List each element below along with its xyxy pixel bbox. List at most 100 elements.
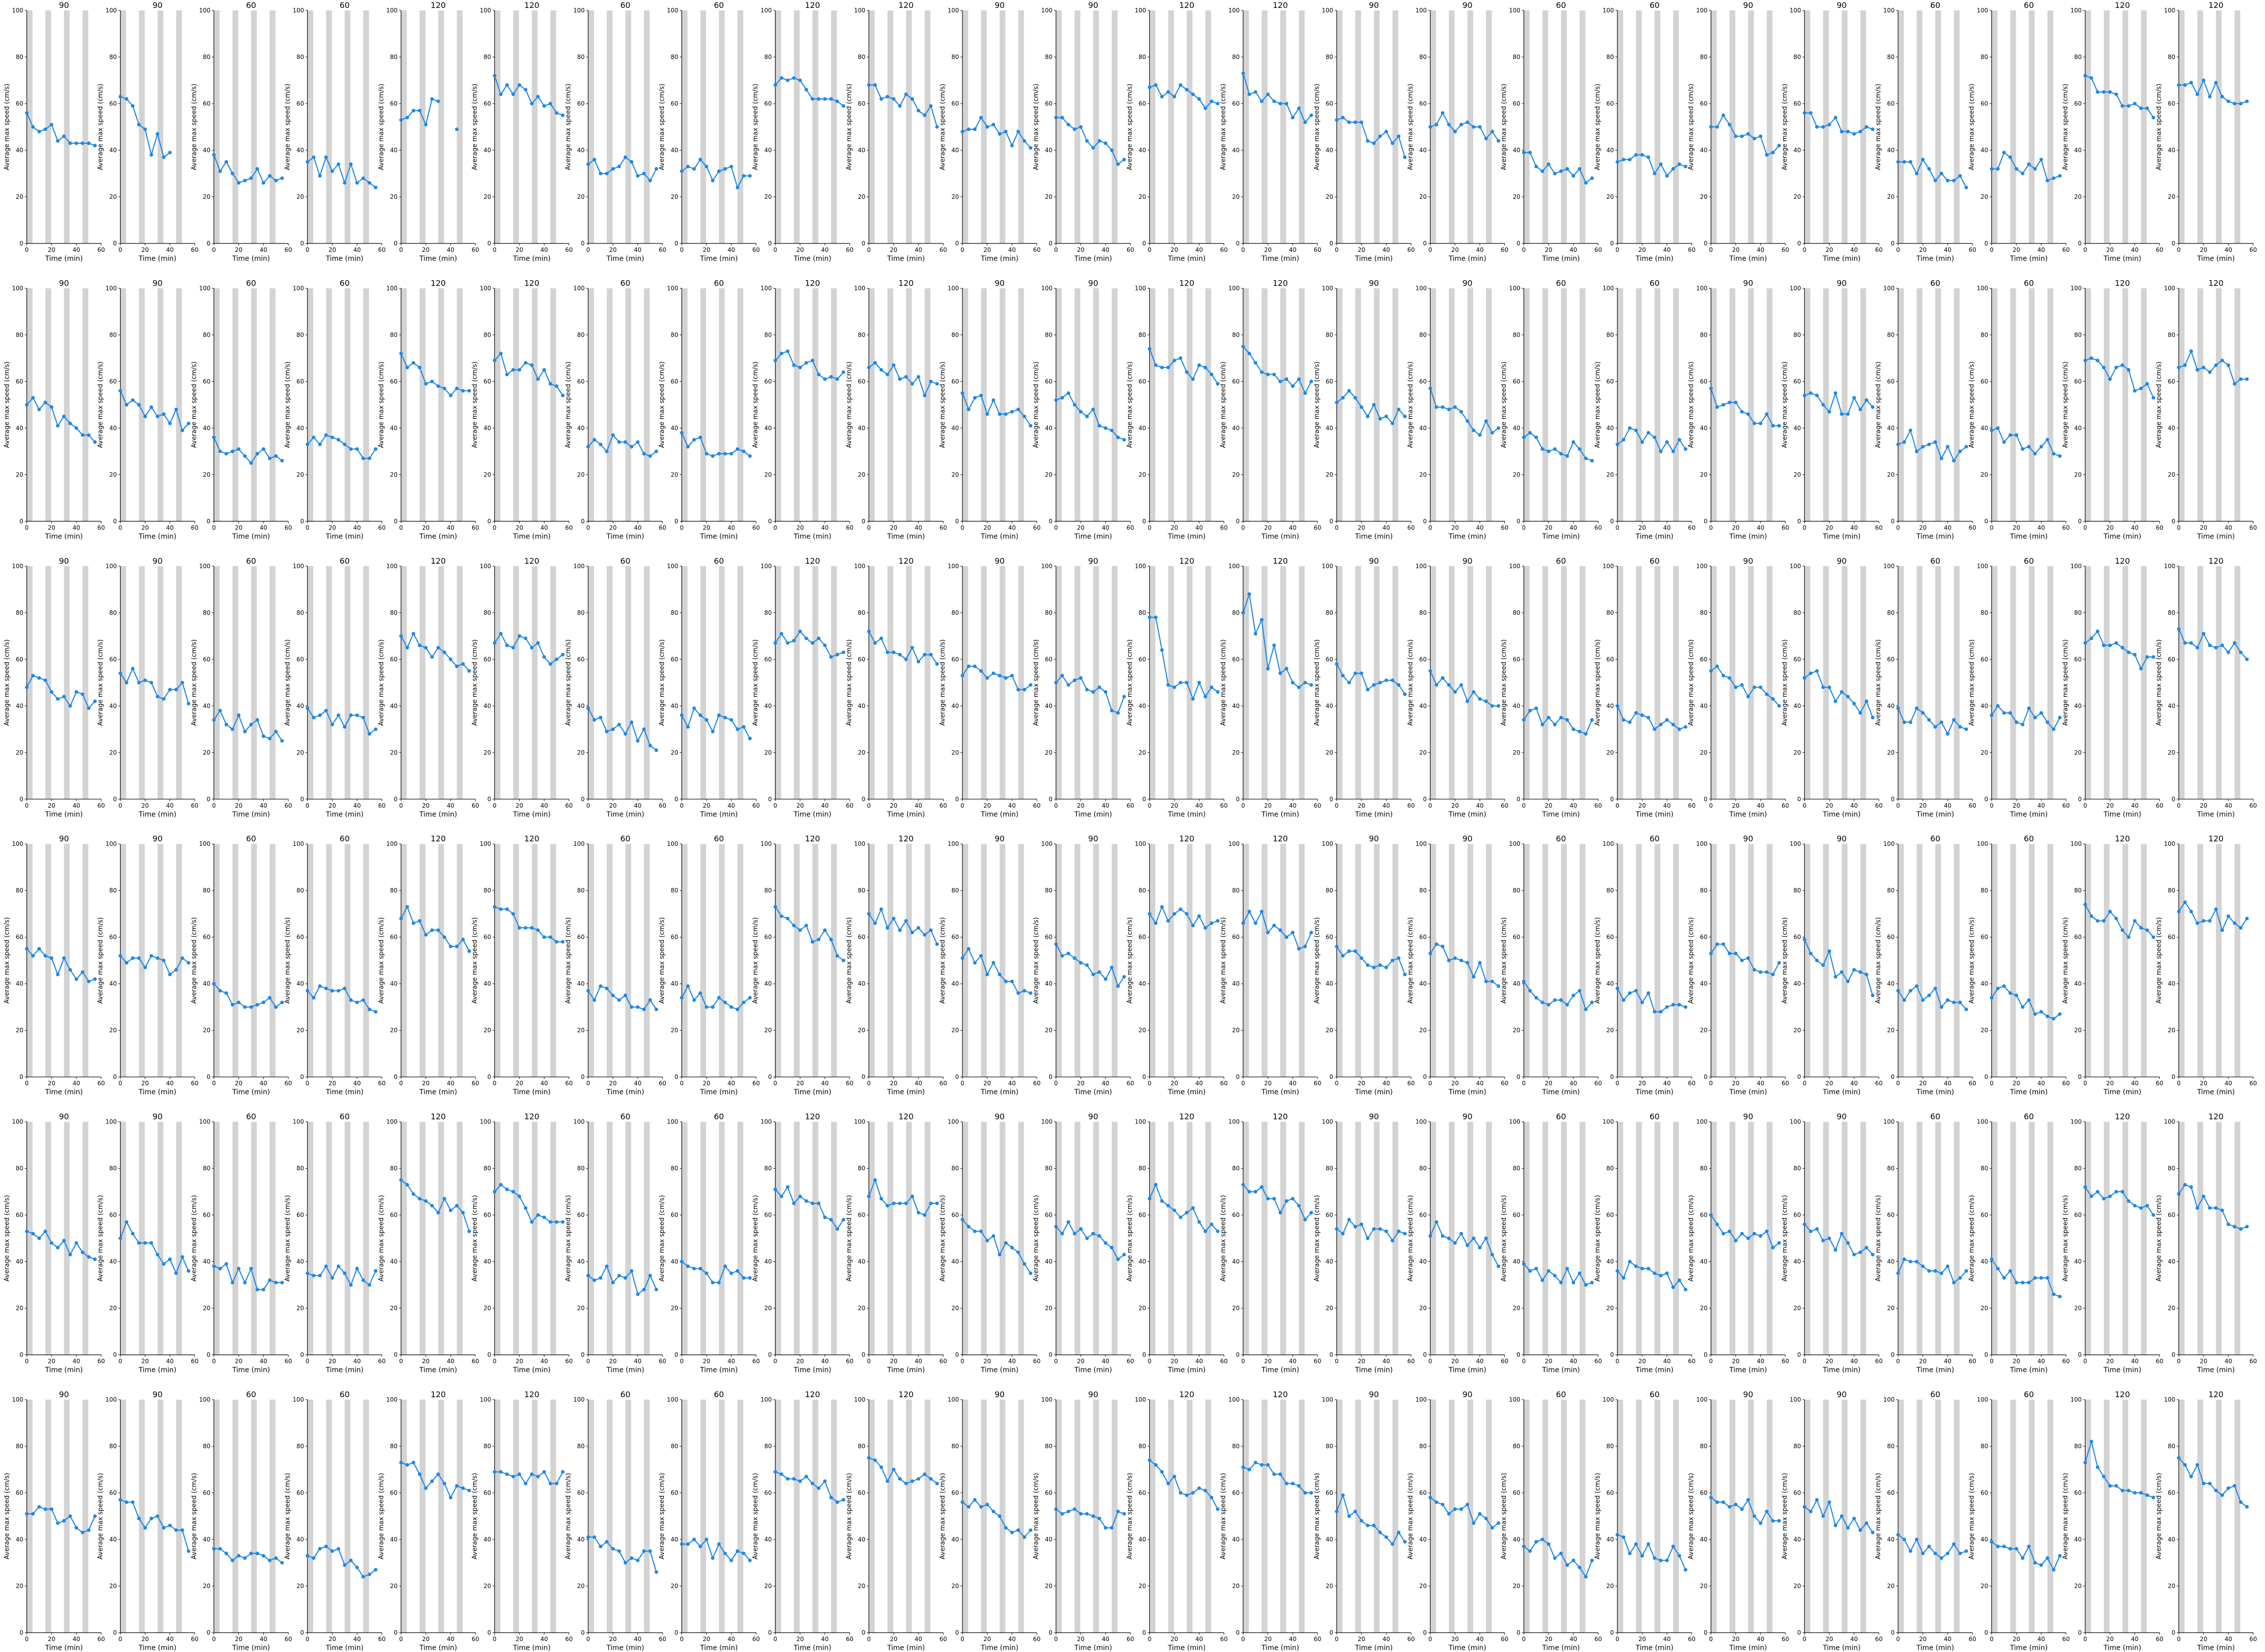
data-point	[723, 167, 727, 171]
series-line	[1336, 1218, 1405, 1242]
data-point	[598, 1276, 602, 1280]
data-point	[1565, 1003, 1569, 1007]
x-tick-label: 60	[472, 1358, 479, 1365]
panel-title: 120	[1273, 834, 1288, 843]
data-point	[2089, 636, 2093, 641]
time-band	[438, 844, 444, 1077]
data-point	[305, 1271, 309, 1275]
series-line	[1149, 617, 1218, 701]
time-band	[625, 844, 631, 1077]
y-tick-label: 20	[764, 1027, 772, 1034]
y-tick-label: 100	[106, 7, 117, 14]
data-point	[655, 167, 658, 171]
data-point	[412, 632, 416, 636]
data-point	[1303, 944, 1307, 948]
x-tick-label: 20	[422, 246, 429, 253]
data-point	[1278, 379, 1282, 384]
time-band	[1579, 566, 1586, 799]
data-point	[886, 95, 890, 99]
data-point	[1746, 956, 1750, 960]
data-point	[1360, 405, 1364, 409]
y-tick-label: 100	[1134, 1119, 1146, 1125]
x-tick-label: 40	[915, 1358, 922, 1365]
data-point	[2133, 652, 2137, 656]
y-tick-label: 80	[671, 887, 678, 894]
x-axis-label: Time (min)	[700, 1366, 738, 1374]
y-tick-label: 40	[952, 1258, 959, 1265]
y-tick-label: 100	[1977, 285, 1988, 292]
x-tick-label: 20	[609, 802, 617, 809]
data-point	[593, 1278, 596, 1282]
time-band	[981, 1121, 987, 1355]
data-point	[1179, 907, 1183, 911]
data-point	[1166, 919, 1170, 923]
data-point	[1366, 1237, 1370, 1240]
data-point	[1565, 718, 1569, 722]
time-band	[887, 844, 894, 1077]
x-tick-label: 20	[1264, 802, 1271, 809]
data-point	[1659, 162, 1663, 166]
y-tick-label: 20	[203, 1305, 210, 1312]
data-point	[1203, 365, 1207, 369]
data-point	[904, 657, 908, 661]
time-band	[1280, 1121, 1286, 1355]
y-tick-label: 0	[113, 796, 117, 803]
data-point	[2214, 363, 2218, 367]
data-point	[1285, 102, 1289, 106]
data-point	[1683, 725, 1687, 729]
y-tick-label: 40	[1419, 980, 1427, 987]
x-tick-label: 20	[609, 524, 617, 531]
x-tick-label: 20	[1826, 1080, 1833, 1087]
data-point	[636, 440, 640, 444]
x-tick-label: 40	[540, 1080, 548, 1087]
y-tick-label: 60	[1793, 100, 1801, 107]
data-point	[1172, 685, 1176, 689]
data-point	[168, 972, 172, 976]
data-point	[1864, 972, 1868, 976]
x-tick-label: 20	[1264, 524, 1271, 531]
time-band	[1430, 844, 1436, 1077]
time-band	[906, 288, 912, 522]
time-band	[326, 10, 332, 243]
panel-title: 90	[59, 278, 69, 288]
y-tick-label: 20	[1700, 1305, 1707, 1312]
data-point	[1996, 987, 2000, 991]
time-band	[1654, 844, 1661, 1077]
x-tick-label: 40	[1663, 524, 1670, 531]
data-point	[717, 713, 721, 717]
time-band	[363, 10, 369, 243]
y-tick-label: 40	[577, 147, 585, 154]
data-point	[1933, 178, 1937, 182]
data-point	[1615, 704, 1619, 708]
y-axis-label: Average max speed (cm/s)	[1407, 84, 1415, 170]
y-tick-label: 80	[858, 331, 865, 338]
y-tick-label: 40	[16, 1258, 23, 1265]
data-point	[1646, 1267, 1650, 1271]
data-point	[367, 456, 371, 461]
data-point	[1073, 127, 1076, 131]
y-tick-label: 100	[12, 840, 23, 847]
y-tick-label: 100	[1696, 285, 1708, 292]
data-point	[361, 998, 365, 1002]
data-point	[1615, 160, 1619, 164]
data-point	[605, 987, 609, 991]
x-axis-label: Time (min)	[2103, 255, 2141, 263]
data-point	[511, 912, 515, 916]
y-tick-label: 40	[1045, 424, 1052, 431]
time-band	[1112, 1121, 1118, 1355]
time-band	[513, 10, 519, 243]
time-band	[869, 566, 875, 799]
data-point	[1933, 987, 1937, 991]
time-band	[2010, 288, 2016, 522]
data-point	[817, 372, 821, 376]
y-tick-label: 60	[1419, 656, 1427, 663]
data-point	[1584, 456, 1588, 461]
y-tick-label: 20	[1887, 1027, 1895, 1034]
time-band	[494, 288, 501, 522]
data-point	[2245, 377, 2249, 381]
